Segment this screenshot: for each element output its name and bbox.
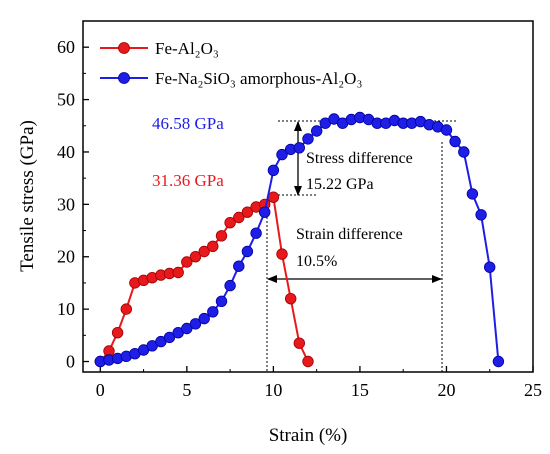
data-point-na [250,227,262,239]
data-point-fe [181,256,193,268]
data-point-na [267,164,280,177]
data-point-fe [267,191,280,203]
legend-label-na: Fe-Na₂SiO₃ amorphous-Al₂O₃ [155,69,362,88]
strain-difference-label: Strain difference [296,226,403,243]
x-tick-label: 25 [524,380,542,400]
data-point-na [215,295,228,308]
data-point-na [311,125,323,137]
data-point-fe [293,337,306,349]
data-point-na [276,148,288,161]
x-tick-label: 15 [351,380,369,400]
y-tick-label: 50 [57,90,75,110]
legend-label-fe: Fe-Al₂O₃ [155,39,219,58]
data-point-fe [276,248,288,260]
legend: Fe-Al₂O₃ Fe-Na₂SiO₃ amorphous-Al₂O₃ [100,39,362,88]
data-point-na [163,331,176,344]
data-point-na [458,146,470,158]
data-point-na [484,261,496,273]
data-point-na [241,245,254,258]
data-point-fe [233,211,245,224]
x-tick-label: 20 [437,380,455,400]
data-point-na [259,206,271,218]
data-point-na [233,260,245,272]
strain-difference-value: 10.5% [296,253,337,270]
data-point-fe [111,327,124,339]
data-point-na [293,142,306,154]
x-tick-label: 0 [96,380,105,400]
data-point-na [224,279,236,292]
data-point-na [302,133,314,145]
y-axis-label: Tensile stress (GPa) [17,120,38,272]
y-tick-label: 40 [57,142,75,162]
data-point-na [449,135,461,148]
data-point-na [181,322,193,335]
y-tick-label: 10 [57,299,75,319]
data-point-na [475,209,487,221]
data-point-fe [120,303,133,315]
y-tick-label: 60 [57,37,75,57]
data-point-fe [285,293,297,305]
data-point-na [207,306,219,318]
data-point-fe [224,216,236,229]
legend-marker-na [118,72,130,84]
data-point-fe [215,230,228,242]
stress-difference-label: Stress difference [306,150,413,167]
legend-marker-fe [118,42,130,54]
stress-difference-value: 15.22 GPa [306,176,374,193]
y-tick-label: 0 [66,352,75,372]
data-point-na [440,124,453,136]
y-axis-ticks: 0 10 20 30 40 50 60 [57,37,89,372]
x-tick-label: 10 [264,380,282,400]
fe-peak-label: 31.36 GPa [152,171,224,190]
x-axis-label: Strain (%) [269,425,348,446]
data-point-fe [198,245,210,258]
data-point-na [466,188,479,200]
x-tick-label: 5 [182,380,191,400]
na-peak-label: 46.58 GPa [152,114,224,133]
data-point-fe [302,355,314,368]
y-tick-label: 20 [57,247,75,267]
data-point-na [189,318,202,330]
data-point-fe [189,251,202,263]
data-point-fe [207,240,219,253]
data-point-na [492,355,505,368]
series-layer [94,111,505,368]
data-point-na [198,312,210,325]
y-tick-label: 30 [57,194,75,214]
plot-frame [82,20,534,373]
data-point-fe [241,206,254,218]
x-axis-ticks: 0 5 10 15 20 25 [96,366,542,400]
data-point-fe [172,266,184,279]
